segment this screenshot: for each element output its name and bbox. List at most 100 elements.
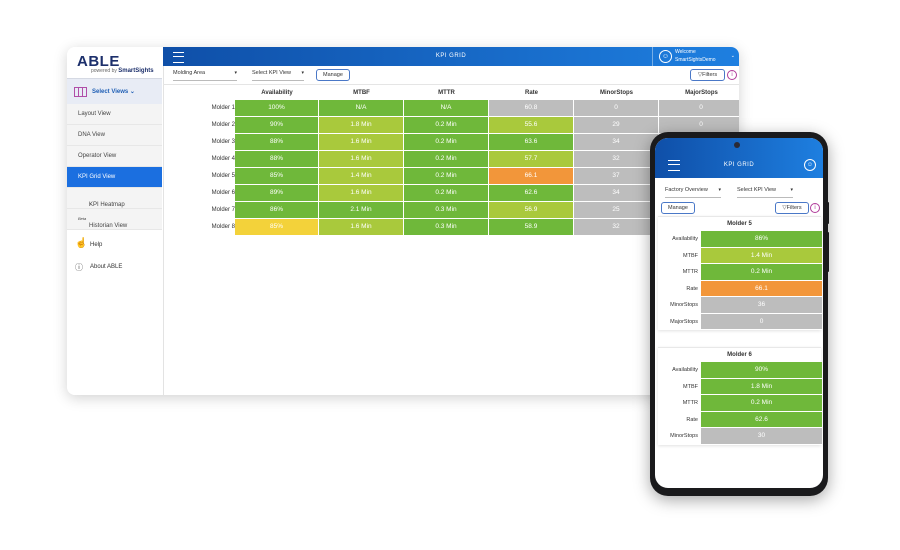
- sidebar-item-historian-view[interactable]: Historian View Beta: [67, 209, 162, 230]
- grid-cell[interactable]: 66.1: [489, 168, 574, 185]
- column-header-availability: Availability: [261, 90, 293, 96]
- grid-cell[interactable]: 0.2 Min: [404, 134, 489, 151]
- grid-cell[interactable]: 60.8: [489, 100, 574, 117]
- grid-cell[interactable]: 55.6: [489, 117, 574, 134]
- grid-cell[interactable]: 37: [574, 168, 659, 185]
- grid-cell[interactable]: 25: [574, 202, 659, 219]
- phone-page-title: KPI GRID: [723, 162, 755, 168]
- molder-card: Molder 6 Availability 90% MTBF 1.8 Min MTTR 0.…: [658, 347, 822, 445]
- chevron-down-icon: ▾: [234, 70, 237, 76]
- kpi-value[interactable]: 90%: [701, 362, 822, 379]
- grid-cell[interactable]: 88%: [235, 151, 319, 168]
- kpi-label: Availability: [672, 236, 698, 242]
- grid-cell[interactable]: 1.6 Min: [319, 219, 404, 236]
- kpi-value[interactable]: 62.6: [701, 411, 822, 428]
- grid-cell[interactable]: 2.1 Min: [319, 202, 404, 219]
- row-label: Molder 3: [211, 139, 235, 145]
- grid-cell[interactable]: 0.2 Min: [404, 185, 489, 202]
- sidebar-item-layout-view[interactable]: Layout View: [67, 104, 162, 125]
- kpi-value[interactable]: 66.1: [701, 280, 822, 297]
- grid-cell[interactable]: 62.6: [489, 185, 574, 202]
- page-title: KPI GRID: [435, 53, 467, 59]
- info-icon[interactable]: i: [810, 203, 820, 213]
- sidebar-item-kpi-grid-view[interactable]: KPI Grid View: [67, 167, 162, 188]
- phone-area-select[interactable]: Factory Overview ▾: [665, 187, 721, 198]
- select-views-button[interactable]: Select Views ⌄: [67, 78, 162, 105]
- grid-cell[interactable]: N/A: [404, 100, 489, 117]
- area-select-value: Molding Area: [173, 70, 206, 76]
- grid-cell[interactable]: 29: [574, 117, 659, 134]
- select-views-label: Select Views ⌄: [92, 88, 135, 95]
- grid-cell[interactable]: 0.3 Min: [404, 219, 489, 236]
- chevron-down-icon: ▾: [718, 187, 721, 193]
- grid-cell[interactable]: 57.7: [489, 151, 574, 168]
- grid-cell[interactable]: 86%: [235, 202, 319, 219]
- grid-cell[interactable]: 0.2 Min: [404, 168, 489, 185]
- kpi-value[interactable]: 0.2 Min: [701, 264, 822, 281]
- grid-cell[interactable]: 89%: [235, 185, 319, 202]
- area-select[interactable]: Molding Area ▾: [173, 70, 237, 81]
- molder-card-title: Molder 6: [727, 352, 752, 358]
- kpi-view-value: Select KPI View: [252, 70, 292, 76]
- grid-cell[interactable]: 0.2 Min: [404, 117, 489, 134]
- kpi-label: MinorStops: [670, 433, 698, 439]
- kpi-value[interactable]: 1.8 Min: [701, 378, 822, 395]
- grid-cell[interactable]: 88%: [235, 134, 319, 151]
- info-icon[interactable]: i: [727, 70, 737, 80]
- chevron-down-icon: ⌄: [129, 89, 135, 95]
- kpi-label: MTBF: [683, 252, 698, 259]
- help-link[interactable]: ☝ Help: [67, 235, 162, 255]
- grid-cell[interactable]: 1.8 Min: [319, 117, 404, 134]
- grid-cell[interactable]: 34: [574, 185, 659, 202]
- kpi-value[interactable]: 0.2 Min: [701, 395, 822, 412]
- chevron-down-icon: ▾: [301, 70, 304, 76]
- sidebar-item-dna-view[interactable]: DNA View: [67, 125, 162, 146]
- user-menu[interactable]: ☺ Welcome SmartSightsDemo ⌄: [652, 47, 739, 66]
- grid-cell[interactable]: 0: [574, 100, 659, 117]
- phone-kpi-view-select[interactable]: Select KPI View ▾: [737, 187, 793, 198]
- grid-cell[interactable]: 0.3 Min: [404, 202, 489, 219]
- kpi-view-select[interactable]: Select KPI View ▾: [252, 70, 304, 81]
- kpi-value[interactable]: 30: [701, 428, 822, 445]
- about-able-link[interactable]: ⓘ About ABLE: [67, 257, 162, 277]
- able-logo: ABLE: [77, 53, 120, 70]
- grid-cell[interactable]: 100%: [235, 100, 319, 117]
- hamburger-menu-icon[interactable]: [173, 52, 184, 63]
- grid-cell[interactable]: 85%: [235, 168, 319, 185]
- grid-cell[interactable]: 32: [574, 151, 659, 168]
- sidebar-item-kpi-heatmap[interactable]: KPI Heatmap ›: [67, 188, 162, 209]
- molder-card: Molder 5 Availability 86% MTBF 1.4 Min MTTR 0.…: [658, 216, 822, 330]
- grid-cell[interactable]: 0: [659, 100, 739, 117]
- grid-cell[interactable]: 34: [574, 134, 659, 151]
- kpi-value[interactable]: 1.4 Min: [701, 247, 822, 264]
- sidebar-item-label: Historian View Beta: [78, 216, 127, 229]
- user-avatar-icon[interactable]: ☺: [804, 159, 816, 171]
- grid-cell[interactable]: 63.6: [489, 134, 574, 151]
- sidebar-item-operator-view[interactable]: Operator View: [67, 146, 162, 167]
- column-header-mtbf: MTBF: [353, 90, 370, 96]
- logo-sub-brand: SmartSights: [118, 68, 154, 74]
- select-views-text: Select Views: [92, 89, 129, 95]
- grid-cell[interactable]: 1.6 Min: [319, 151, 404, 168]
- hamburger-menu-icon[interactable]: [668, 160, 680, 171]
- kpi-value[interactable]: 0: [701, 313, 822, 330]
- grid-cell[interactable]: 85%: [235, 219, 319, 236]
- sidebar-item-label: DNA View: [78, 132, 105, 138]
- kpi-value[interactable]: 86%: [701, 231, 822, 248]
- grid-cell[interactable]: 1.4 Min: [319, 168, 404, 185]
- kpi-value[interactable]: 36: [701, 297, 822, 314]
- filter-icon: ▽: [782, 205, 787, 211]
- kpi-label: MTTR: [682, 269, 698, 275]
- grid-cell[interactable]: 1.6 Min: [319, 185, 404, 202]
- phone-manage-button[interactable]: Manage: [661, 202, 695, 214]
- manage-button[interactable]: Manage: [316, 69, 350, 81]
- grid-cell[interactable]: 56.9: [489, 202, 574, 219]
- grid-cell[interactable]: 32: [574, 219, 659, 236]
- grid-cell[interactable]: 58.9: [489, 219, 574, 236]
- filters-button[interactable]: ▽Filters: [690, 69, 725, 81]
- grid-cell[interactable]: 0.2 Min: [404, 151, 489, 168]
- phone-filters-button[interactable]: ▽Filters: [775, 202, 809, 214]
- grid-cell[interactable]: 90%: [235, 117, 319, 134]
- grid-cell[interactable]: 1.6 Min: [319, 134, 404, 151]
- grid-cell[interactable]: N/A: [319, 100, 404, 117]
